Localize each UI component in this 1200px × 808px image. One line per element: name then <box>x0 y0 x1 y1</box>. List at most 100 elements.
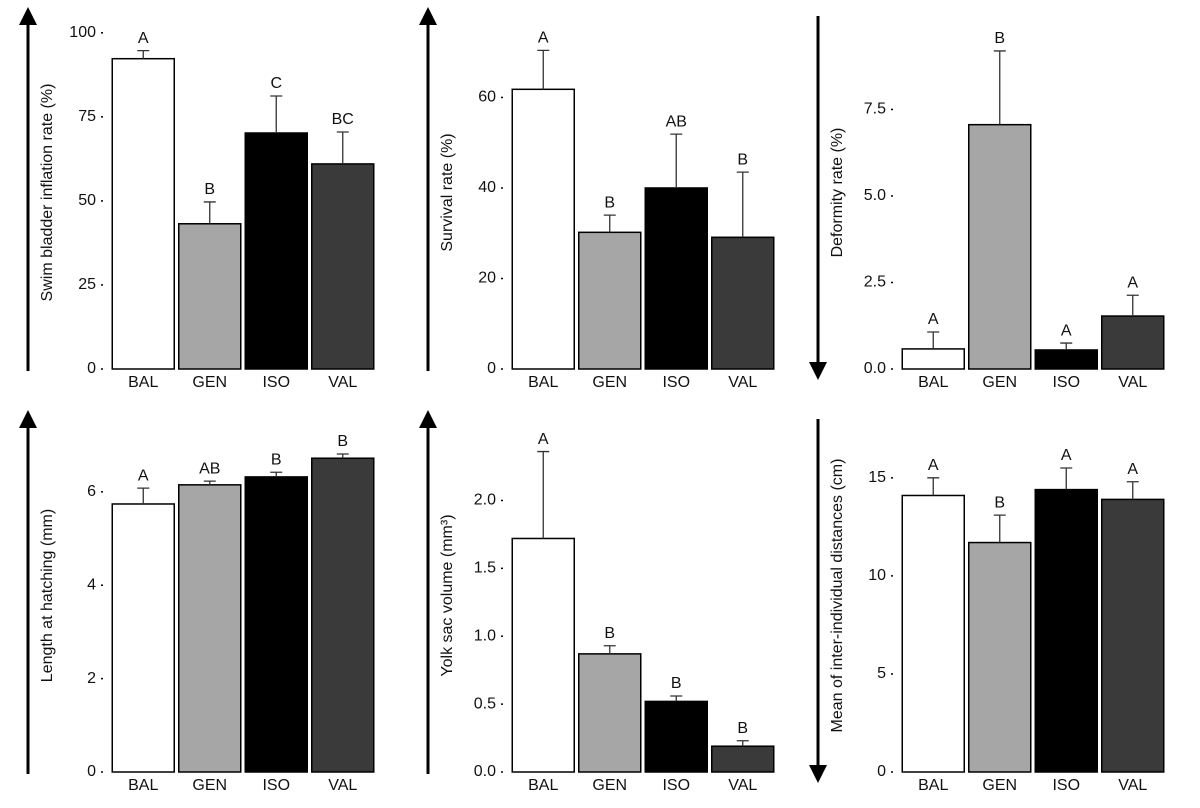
y-tick-label: 15 <box>868 469 886 486</box>
significance-letter: B <box>604 194 615 211</box>
x-tick-label: VAL <box>328 374 357 391</box>
significance-letter: B <box>204 181 215 198</box>
bar <box>1034 349 1098 370</box>
significance-letter: B <box>737 151 748 168</box>
bar <box>711 236 775 370</box>
error-bar <box>670 695 683 702</box>
x-tick-label: BAL <box>528 777 558 794</box>
error-bar <box>993 50 1006 125</box>
bar <box>1101 315 1165 370</box>
significance-letter: B <box>994 494 1005 511</box>
error-bar <box>137 487 150 504</box>
bar <box>311 163 375 370</box>
error-bar <box>270 471 283 477</box>
error-bar <box>736 171 749 238</box>
x-tick-label: GEN <box>982 374 1017 391</box>
x-tick-label: ISO <box>262 374 290 391</box>
bar <box>711 745 775 773</box>
error-bar <box>1060 467 1073 490</box>
significance-letter: B <box>994 30 1005 47</box>
x-tick-label: ISO <box>1052 777 1080 794</box>
y-tick-label: 50 <box>78 192 96 209</box>
y-tick-label: 1.5 <box>474 560 496 577</box>
bar <box>178 484 242 773</box>
error-bar <box>336 131 349 164</box>
x-tick-label: GEN <box>192 374 227 391</box>
y-tick-label: 7.5 <box>864 101 886 118</box>
x-tick-label: GEN <box>592 777 627 794</box>
error-bar <box>1060 342 1073 350</box>
error-bar <box>603 214 616 233</box>
significance-letter: B <box>737 720 748 737</box>
y-tick-label: 0 <box>87 360 96 377</box>
y-tick-label: 0.5 <box>474 695 496 712</box>
x-tick-label: BAL <box>918 374 948 391</box>
y-tick-label: 10 <box>868 567 886 584</box>
y-tick-label: 0 <box>487 360 496 377</box>
bar <box>511 88 575 370</box>
bar <box>111 57 175 370</box>
significance-letter: A <box>1127 275 1138 292</box>
bar <box>244 476 308 773</box>
error-bar <box>670 133 683 188</box>
x-tick-label: VAL <box>1118 777 1147 794</box>
y-axis-label: Mean of inter-individual distances (cm) <box>829 459 846 733</box>
significance-letter: BC <box>332 111 354 128</box>
error-bar <box>137 49 150 59</box>
significance-letter: A <box>1061 322 1072 339</box>
y-tick-label: 100 <box>69 24 96 41</box>
significance-letter: AB <box>666 113 687 130</box>
x-tick-label: ISO <box>262 777 290 794</box>
y-tick-label: 4 <box>87 576 96 593</box>
error-bar <box>1126 481 1139 500</box>
bar <box>1101 498 1165 773</box>
x-tick-label: ISO <box>662 777 690 794</box>
error-bar <box>203 480 216 485</box>
x-tick-label: VAL <box>328 777 357 794</box>
y-tick-label: 60 <box>478 89 496 106</box>
significance-letter: B <box>604 625 615 642</box>
y-tick-label: 25 <box>78 276 96 293</box>
y-axis-label: Deformity rate (%) <box>829 128 846 258</box>
error-bar <box>736 740 749 747</box>
y-tick-label: 20 <box>478 270 496 287</box>
bar <box>578 653 642 773</box>
x-tick-label: GEN <box>592 374 627 391</box>
x-tick-label: VAL <box>1118 374 1147 391</box>
y-tick-label: 40 <box>478 179 496 196</box>
significance-letter: A <box>1127 461 1138 478</box>
significance-letter: A <box>538 431 549 448</box>
y-axis-label: Yolk sac volume (mm³) <box>439 514 456 676</box>
significance-letter: AB <box>199 460 220 477</box>
bar <box>644 187 708 370</box>
significance-letter: B <box>271 451 282 468</box>
y-tick-label: 2.5 <box>864 274 886 291</box>
error-bar <box>927 331 940 349</box>
bar <box>1034 488 1098 773</box>
y-axis-label: Survival rate (%) <box>439 133 456 251</box>
error-bar <box>603 645 616 654</box>
x-tick-label: VAL <box>728 374 757 391</box>
y-tick-label: 75 <box>78 108 96 125</box>
y-tick-label: 0.0 <box>474 763 496 780</box>
y-tick-label: 1.0 <box>474 627 496 644</box>
bar <box>511 537 575 773</box>
significance-letter: A <box>538 30 549 47</box>
y-tick-label: 6 <box>87 483 96 500</box>
y-tick-label: 0 <box>87 763 96 780</box>
bar <box>578 231 642 370</box>
significance-letter: A <box>138 30 149 47</box>
error-bar <box>993 514 1006 543</box>
significance-letter: A <box>1061 447 1072 464</box>
y-tick-label: 5.0 <box>864 187 886 204</box>
x-tick-label: GEN <box>982 777 1017 794</box>
x-tick-label: BAL <box>128 777 158 794</box>
x-tick-label: ISO <box>1052 374 1080 391</box>
x-tick-label: BAL <box>128 374 158 391</box>
error-bar <box>336 453 349 459</box>
significance-letter: A <box>928 311 939 328</box>
y-tick-label: 5 <box>877 665 886 682</box>
bar <box>901 348 965 370</box>
bar <box>111 503 175 773</box>
